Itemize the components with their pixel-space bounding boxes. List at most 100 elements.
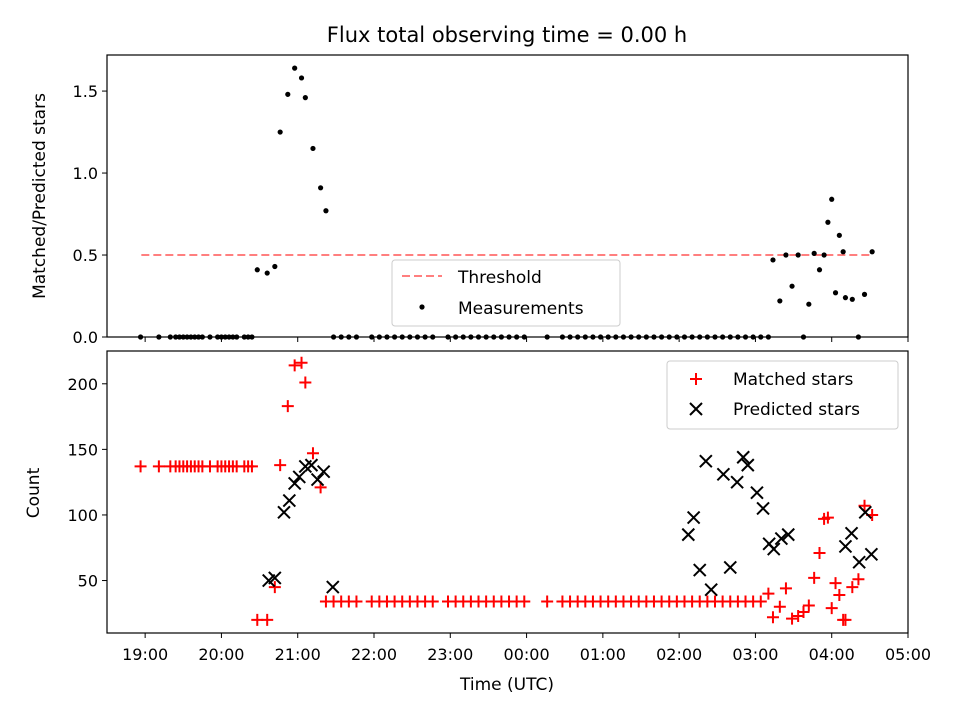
measurement-point [265, 270, 270, 275]
matched-star-point [153, 460, 165, 472]
measurement-point [445, 334, 450, 339]
predicted-star-point [751, 487, 763, 499]
measurement-point [659, 334, 664, 339]
predicted-star-point [283, 495, 295, 507]
measurement-point [829, 197, 834, 202]
measurement-point [299, 75, 304, 80]
x-tick-label: 22:00 [351, 645, 397, 664]
measurement-point [168, 334, 173, 339]
measurement-point [514, 334, 519, 339]
measurement-point [621, 334, 626, 339]
measurement-point [590, 334, 595, 339]
measurement-point [346, 334, 351, 339]
measurement-point [272, 264, 277, 269]
measurement-point [833, 290, 838, 295]
measurement-point [777, 298, 782, 303]
predicted-star-point [846, 527, 858, 539]
predicted-star-point [724, 561, 736, 573]
measurement-point [720, 334, 725, 339]
matched-star-point [135, 460, 147, 472]
measurement-point [369, 334, 374, 339]
measurement-point [690, 334, 695, 339]
measurement-point [812, 251, 817, 256]
matched-star-point [762, 588, 774, 600]
matched-star-point [846, 581, 858, 593]
measurement-point [476, 334, 481, 339]
x-tick-label: 00:00 [504, 645, 550, 664]
predicted-star-point [293, 471, 305, 483]
matched-star-point [767, 611, 779, 623]
measurement-point [415, 334, 420, 339]
matched-star-point [839, 614, 851, 626]
figure: Flux total observing time = 0.00 h Match… [0, 0, 960, 720]
measurement-point [651, 334, 656, 339]
measurement-point [461, 334, 466, 339]
x-tick-label: 01:00 [580, 645, 626, 664]
measurement-point [758, 334, 763, 339]
count-plot: Count Time (UTC) 50 100 150 200 19:00 20:00 2… [24, 351, 931, 695]
matched-star-point [833, 589, 845, 601]
measurement-point [285, 92, 290, 97]
ratio-y-ticks: 0.0 0.5 1.0 1.5 [73, 82, 107, 347]
matched-star-point [808, 572, 820, 584]
y-tick-label: 50 [78, 572, 98, 591]
measurement-point [789, 284, 794, 289]
x-axis-label: Time (UTC) [459, 675, 554, 695]
predicted-star-point [318, 466, 330, 478]
measurement-point [560, 334, 565, 339]
measurement-point [841, 249, 846, 254]
y-tick-label: 200 [67, 375, 98, 394]
ratio-plot: Matched/Predicted stars 0.0 0.5 1.0 1.5 Thr… [30, 55, 908, 347]
matched-star-point [780, 582, 792, 594]
chart-title: Flux total observing time = 0.00 h [327, 23, 687, 47]
legend-predicted-label: Predicted stars [733, 400, 860, 420]
measurement-point [567, 334, 572, 339]
measurement-point [303, 95, 308, 100]
matched-star-point [427, 596, 439, 608]
legend-threshold-label: Threshold [457, 268, 542, 288]
measurement-point [354, 334, 359, 339]
measurement-point [545, 334, 550, 339]
measurement-point [712, 334, 717, 339]
matched-star-point [518, 596, 530, 608]
measurement-point [636, 334, 641, 339]
matched-star-point [803, 599, 815, 611]
matched-star-point [786, 613, 798, 625]
measurement-point [850, 297, 855, 302]
measurement-point [323, 208, 328, 213]
measurement-point [484, 334, 489, 339]
measurement-point [234, 334, 239, 339]
matched-star-point [814, 547, 826, 559]
measurement-point [598, 334, 603, 339]
matched-star-point [826, 602, 838, 614]
legend-matched-label: Matched stars [733, 370, 853, 390]
measurement-point [837, 233, 842, 238]
measurement-point [728, 334, 733, 339]
y-tick-label: 1.5 [73, 82, 98, 101]
matched-star-point [274, 459, 286, 471]
matched-star-point [299, 376, 311, 388]
measurement-point [292, 66, 297, 71]
predicted-star-point [694, 564, 706, 576]
count-legend: Matched stars Predicted stars [667, 361, 898, 429]
predicted-star-point [289, 477, 301, 489]
x-tick-label: 20:00 [198, 645, 244, 664]
predicted-star-point [688, 512, 700, 524]
x-tick-label: 23:00 [427, 645, 473, 664]
predicted-star-point [312, 474, 324, 486]
matched-star-point [307, 447, 319, 459]
measurement-point [743, 334, 748, 339]
legend-measurements-label: Measurements [458, 299, 584, 319]
measurement-point [331, 334, 336, 339]
y-tick-label: 150 [67, 440, 98, 459]
measurement-point [249, 334, 254, 339]
measurement-point [806, 302, 811, 307]
measurement-point [843, 295, 848, 300]
measurement-point [870, 249, 875, 254]
measurement-point [783, 252, 788, 257]
measurement-point [801, 334, 806, 339]
x-tick-label: 21:00 [275, 645, 321, 664]
predicted-star-point [865, 548, 877, 560]
count-y-ticks: 50100150200 [67, 375, 107, 591]
measurement-point [856, 334, 861, 339]
